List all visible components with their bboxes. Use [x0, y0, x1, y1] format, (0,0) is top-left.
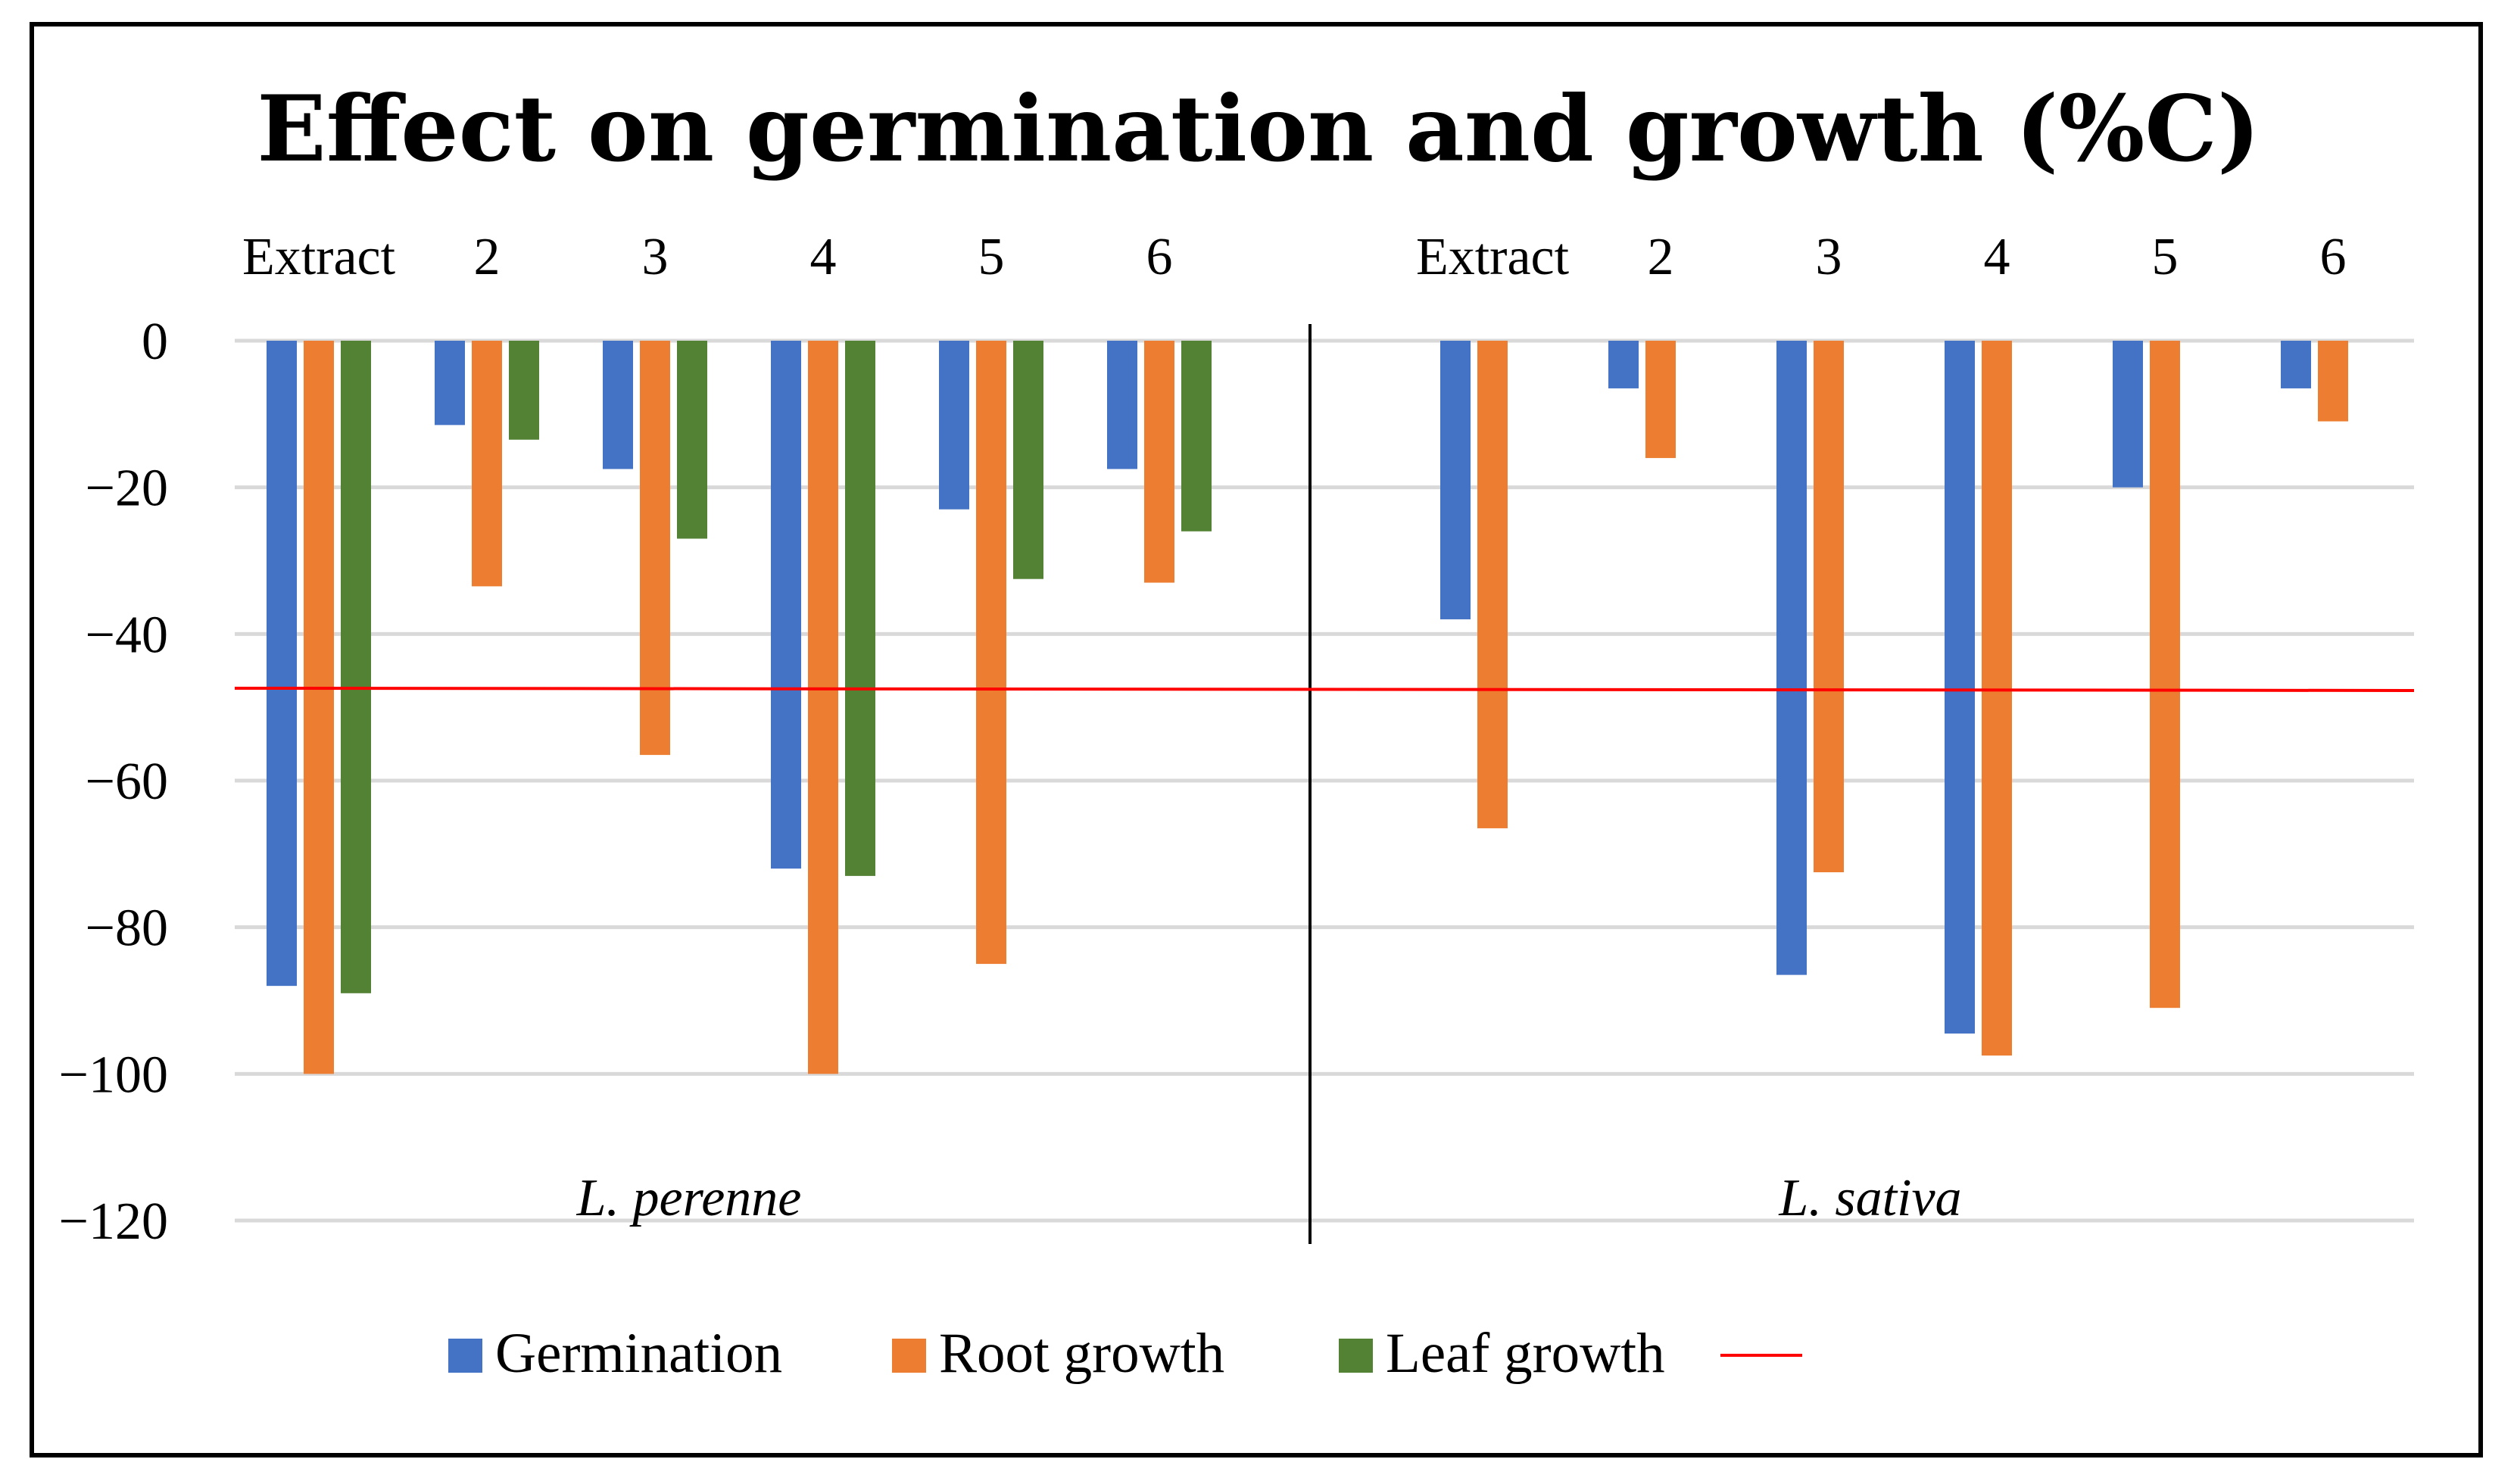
chart-title: Effect on germination and growth (%C): [257, 76, 2260, 182]
bar-germination: [1440, 341, 1471, 619]
category-labels: Extract 2 3 4 5 6 Extract 2 3 4 5 6: [242, 228, 2347, 286]
bar-leaf-growth: [1013, 341, 1043, 579]
category-label: Extract: [1416, 228, 1570, 286]
category-label: 2: [1648, 228, 1674, 286]
gridlines: [235, 338, 2414, 1223]
bar-root-growth: [1814, 341, 1844, 873]
bar-root-growth: [2150, 341, 2180, 1009]
y-tick-label: −40: [86, 606, 168, 664]
legend: Germination Root growth Leaf growth: [448, 1322, 1802, 1385]
legend-swatch: [448, 1339, 482, 1373]
group-labels: L. perenne L. sativa: [576, 1169, 1962, 1227]
y-tick-label: −20: [86, 460, 168, 518]
category-label: 3: [1816, 228, 1842, 286]
y-tick-label: 0: [142, 313, 168, 371]
bar-root-growth: [1144, 341, 1174, 583]
bar-germination: [771, 341, 801, 869]
legend-label: Leaf growth: [1386, 1322, 1665, 1385]
bar-leaf-growth: [509, 341, 539, 440]
bar-leaf-growth: [677, 341, 707, 539]
bars: [267, 341, 2348, 1074]
reference-line: [234, 686, 2415, 692]
category-label: Extract: [242, 228, 396, 286]
bar-germination: [939, 341, 969, 510]
category-label: 6: [2320, 228, 2347, 286]
bar-germination: [2113, 341, 2143, 488]
category-label: 3: [642, 228, 669, 286]
y-tick-label: −80: [86, 899, 168, 958]
bar-germination: [2281, 341, 2311, 388]
legend-swatch: [1339, 1339, 1373, 1373]
legend-swatch: [892, 1339, 926, 1373]
group-label: L. perenne: [576, 1169, 802, 1227]
y-axis-ticks: 0 −20 −40 −60 −80 −100 −120: [59, 313, 168, 1251]
bar-germination: [603, 341, 633, 469]
bar-germination: [1107, 341, 1137, 469]
bar-root-growth: [2318, 341, 2348, 422]
y-tick-label: −60: [86, 753, 168, 811]
category-label: 5: [2152, 228, 2179, 286]
bar-root-growth: [1645, 341, 1676, 458]
bar-germination: [267, 341, 297, 987]
legend-label: Root growth: [939, 1322, 1224, 1385]
category-label: 4: [1984, 228, 2010, 286]
bar-root-growth: [976, 341, 1006, 965]
bar-leaf-growth: [845, 341, 875, 876]
bar-germination: [1608, 341, 1639, 388]
category-label: 5: [978, 228, 1005, 286]
bar-germination: [1945, 341, 1975, 1034]
category-label: 2: [474, 228, 501, 286]
bar-germination: [1776, 341, 1807, 975]
y-tick-label: −100: [59, 1046, 168, 1104]
bar-leaf-growth: [341, 341, 371, 993]
bar-germination: [435, 341, 465, 426]
chart-frame: [30, 22, 2483, 1458]
category-label: 6: [1146, 228, 1173, 286]
bar-root-growth: [808, 341, 838, 1074]
legend-label: Germination: [495, 1322, 782, 1385]
group-label: L. sativa: [1778, 1169, 1961, 1227]
bar-root-growth: [640, 341, 670, 756]
bar-root-growth: [1477, 341, 1508, 828]
bar-root-growth: [472, 341, 502, 587]
bar-root-growth: [304, 341, 334, 1074]
bar-root-growth: [1982, 341, 2012, 1056]
reference-line: [234, 686, 2415, 692]
category-label: 4: [810, 228, 837, 286]
bar-leaf-growth: [1181, 341, 1212, 532]
y-tick-label: −120: [59, 1192, 168, 1251]
